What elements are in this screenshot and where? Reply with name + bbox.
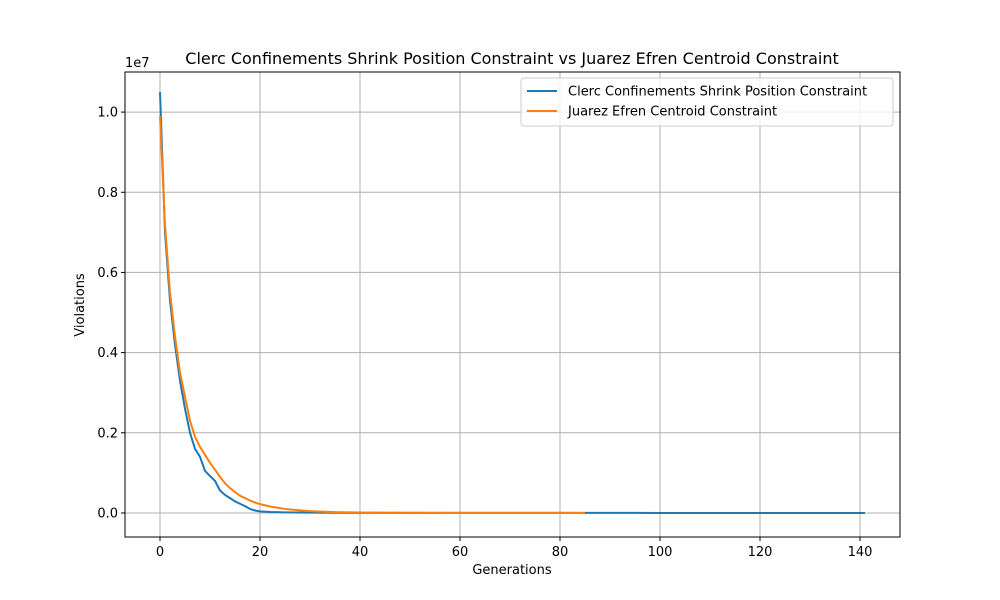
plot-frame <box>124 71 901 538</box>
x-axis: 0 20 40 60 80 100 120 140 <box>156 537 873 560</box>
y-tick-label: 0.8 <box>97 186 118 201</box>
legend: Clerc Confinements Shrink Position Const… <box>520 77 894 127</box>
x-tick-label: 120 <box>748 545 773 560</box>
series-line-1 <box>159 92 865 514</box>
y-tick-label: 0.6 <box>97 266 118 281</box>
x-axis-label: Generations <box>472 563 552 578</box>
x-tick-label: 60 <box>452 545 469 560</box>
series-layer <box>159 92 865 514</box>
chart-title: Clerc Confinements Shrink Position Const… <box>185 49 838 68</box>
y-tick-label: 0.4 <box>97 346 118 361</box>
series-line-2 <box>159 116 586 514</box>
x-tick-label: 20 <box>252 545 269 560</box>
x-tick-label: 40 <box>352 545 369 560</box>
legend-box <box>520 77 894 127</box>
y-axis-label: Violations <box>73 273 88 337</box>
legend-label-2: Juarez Efren Centroid Constraint <box>567 105 777 120</box>
x-tick-label: 80 <box>552 545 569 560</box>
x-tick-label: 0 <box>156 545 164 560</box>
x-tick-label: 100 <box>648 545 673 560</box>
y-tick-label: 1.0 <box>97 106 118 121</box>
x-tick-label: 140 <box>848 545 873 560</box>
y-offset-label: 1e7 <box>125 56 150 71</box>
legend-label-1: Clerc Confinements Shrink Position Const… <box>568 85 867 100</box>
y-tick-label: 0.2 <box>97 426 118 441</box>
y-axis: 0.0 0.2 0.4 0.6 0.8 1.0 <box>97 106 125 521</box>
grid <box>125 72 900 537</box>
y-tick-label: 0.0 <box>97 506 118 521</box>
